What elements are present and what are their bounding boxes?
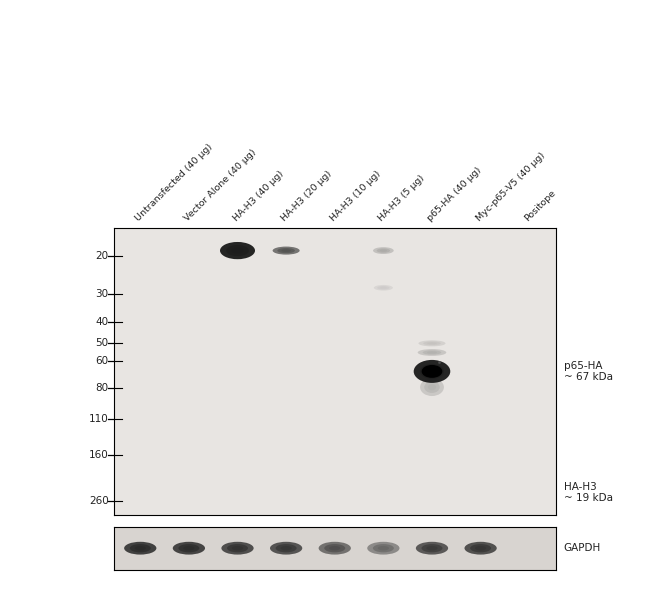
Ellipse shape — [376, 249, 390, 253]
Ellipse shape — [324, 544, 345, 552]
Text: p65-HA (40 µg): p65-HA (40 µg) — [426, 166, 483, 223]
Ellipse shape — [424, 381, 440, 393]
Ellipse shape — [420, 364, 444, 379]
Ellipse shape — [374, 285, 393, 291]
Ellipse shape — [426, 546, 437, 551]
Ellipse shape — [423, 342, 441, 345]
Ellipse shape — [426, 368, 438, 375]
Ellipse shape — [419, 340, 445, 346]
Ellipse shape — [418, 349, 447, 356]
Ellipse shape — [318, 542, 351, 555]
Ellipse shape — [416, 542, 448, 555]
Ellipse shape — [222, 542, 254, 555]
Ellipse shape — [281, 249, 291, 252]
Text: 80: 80 — [96, 384, 109, 394]
Ellipse shape — [420, 378, 444, 396]
Ellipse shape — [130, 544, 151, 552]
Text: 110: 110 — [89, 414, 109, 424]
Text: Positope: Positope — [523, 188, 558, 223]
Ellipse shape — [278, 248, 295, 253]
Ellipse shape — [281, 546, 292, 551]
Ellipse shape — [377, 286, 389, 289]
Ellipse shape — [232, 546, 243, 551]
Text: HA-H3 (40 µg): HA-H3 (40 µg) — [231, 169, 285, 223]
Ellipse shape — [470, 544, 491, 552]
Ellipse shape — [367, 542, 400, 555]
Text: Vector Alone (40 µg): Vector Alone (40 µg) — [183, 148, 258, 223]
Text: p65-HA
~ 67 kDa: p65-HA ~ 67 kDa — [564, 361, 612, 382]
Ellipse shape — [380, 249, 387, 252]
Ellipse shape — [421, 544, 443, 552]
Ellipse shape — [422, 365, 443, 378]
Ellipse shape — [413, 360, 450, 383]
Text: HA-H3 (20 µg): HA-H3 (20 µg) — [280, 169, 333, 223]
Text: GAPDH: GAPDH — [564, 543, 601, 553]
Ellipse shape — [183, 546, 194, 551]
Ellipse shape — [329, 546, 341, 551]
Ellipse shape — [276, 544, 296, 552]
Text: Untransfected (40 µg): Untransfected (40 µg) — [134, 143, 215, 223]
Ellipse shape — [373, 544, 394, 552]
Text: HA-H3 (5 µg): HA-H3 (5 µg) — [377, 173, 426, 223]
Text: 260: 260 — [89, 497, 109, 506]
Ellipse shape — [173, 542, 205, 555]
Text: 160: 160 — [89, 450, 109, 460]
Ellipse shape — [226, 245, 249, 256]
Ellipse shape — [178, 544, 200, 552]
Ellipse shape — [373, 247, 394, 254]
Ellipse shape — [231, 247, 244, 253]
Ellipse shape — [220, 242, 255, 259]
Ellipse shape — [422, 350, 441, 355]
Text: HA-H3
~ 19 kDa: HA-H3 ~ 19 kDa — [564, 481, 612, 503]
Ellipse shape — [378, 546, 389, 551]
Ellipse shape — [270, 542, 302, 555]
Text: 20: 20 — [96, 250, 109, 260]
Ellipse shape — [227, 544, 248, 552]
Ellipse shape — [124, 542, 157, 555]
Ellipse shape — [425, 367, 439, 375]
Ellipse shape — [272, 246, 300, 255]
Ellipse shape — [475, 546, 486, 551]
Ellipse shape — [428, 369, 436, 374]
Text: 50: 50 — [96, 339, 109, 348]
Text: 30: 30 — [96, 289, 109, 300]
Ellipse shape — [465, 542, 497, 555]
Ellipse shape — [135, 546, 146, 551]
Text: 60: 60 — [96, 356, 109, 366]
Text: Myc-p65-V5 (40 µg): Myc-p65-V5 (40 µg) — [474, 151, 547, 223]
Text: 40: 40 — [96, 317, 109, 327]
Text: HA-H3 (10 µg): HA-H3 (10 µg) — [328, 169, 382, 223]
